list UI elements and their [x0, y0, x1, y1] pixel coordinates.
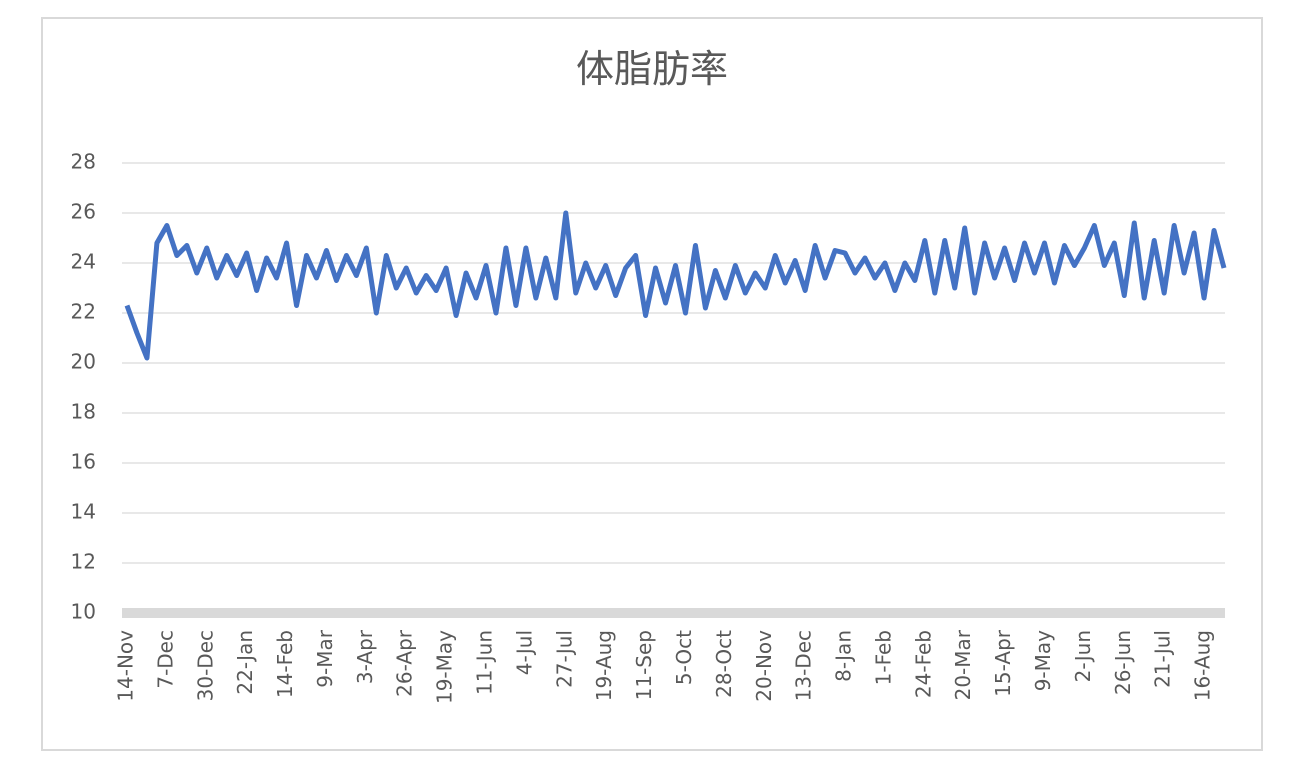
x-tick-label: 3-Apr — [353, 629, 377, 684]
x-tick-label: 14-Nov — [114, 630, 138, 702]
x-tick-label: 28-Oct — [712, 630, 736, 698]
chart-border — [41, 17, 1263, 751]
y-tick-label: 28 — [71, 150, 96, 174]
y-tick-label: 18 — [71, 400, 96, 424]
x-tick-label: 19-May — [433, 630, 457, 704]
y-tick-label: 10 — [71, 600, 96, 624]
x-tick-label: 20-Mar — [951, 629, 975, 700]
x-tick-label: 1-Feb — [871, 630, 895, 685]
y-tick-label: 24 — [71, 250, 96, 274]
x-tick-label: 11-Jun — [473, 630, 497, 695]
x-tick-label: 16-Aug — [1191, 630, 1215, 701]
x-tick-label: 8-Jan — [832, 630, 856, 682]
y-tick-label: 16 — [71, 450, 96, 474]
x-tick-label: 14-Feb — [273, 630, 297, 698]
x-tick-label: 26-Jun — [1111, 630, 1135, 695]
x-tick-label: 24-Feb — [911, 630, 935, 698]
x-tick-label: 22-Jan — [233, 630, 257, 695]
x-tick-label: 7-Dec — [153, 630, 177, 689]
x-tick-label: 21-Jul — [1151, 630, 1175, 688]
x-tick-label: 26-Apr — [393, 629, 417, 697]
x-tick-label: 19-Aug — [592, 630, 616, 701]
y-tick-label: 20 — [71, 350, 96, 374]
x-tick-label: 13-Dec — [792, 630, 816, 701]
x-tick-label: 4-Jul — [512, 630, 536, 675]
x-tick-label: 30-Dec — [193, 630, 217, 701]
x-tick-label: 20-Nov — [752, 630, 776, 702]
x-tick-label: 9-Mar — [313, 629, 337, 687]
y-tick-label: 26 — [71, 200, 96, 224]
x-tick-label: 5-Oct — [672, 630, 696, 685]
chart-title: 体脂肪率 — [576, 47, 728, 91]
y-tick-label: 22 — [71, 300, 96, 324]
x-tick-label: 9-May — [1031, 630, 1055, 691]
x-tick-label: 11-Sep — [632, 630, 656, 700]
x-tick-label: 27-Jul — [552, 630, 576, 688]
y-tick-label: 12 — [71, 550, 96, 574]
y-tick-label: 14 — [71, 500, 96, 524]
data-line — [124, 210, 1227, 361]
x-tick-label: 2-Jun — [1071, 630, 1095, 682]
x-tick-label: 15-Apr — [991, 629, 1015, 697]
